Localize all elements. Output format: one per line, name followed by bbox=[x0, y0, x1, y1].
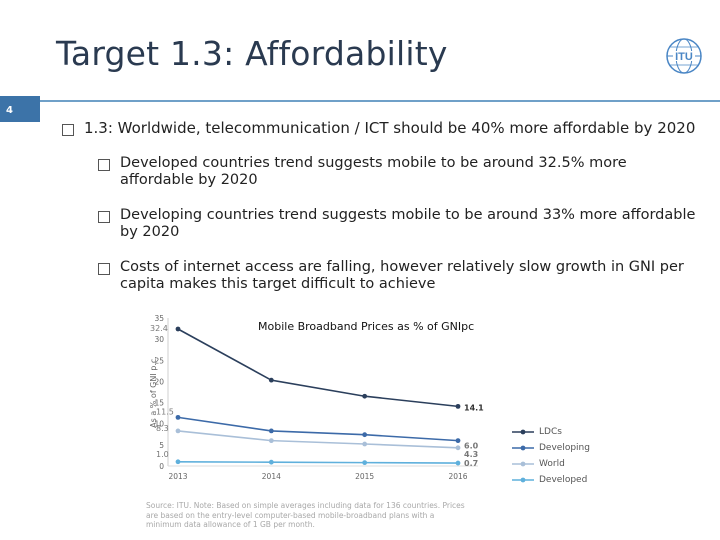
data-point-developing bbox=[362, 432, 368, 438]
data-point-world bbox=[455, 445, 461, 451]
broadband-price-chart: 0 5 10 15 20 25 30 35 As a % of GNI p.c. 2013 2014… bbox=[140, 306, 600, 540]
title-divider bbox=[40, 100, 720, 102]
bullet-box-icon bbox=[98, 211, 110, 223]
bullet-text: Developed countries trend suggests mobil… bbox=[120, 155, 627, 188]
legend-swatch-icon bbox=[512, 445, 534, 451]
data-label: 1.0 bbox=[156, 450, 169, 459]
legend-label: LDCs bbox=[539, 427, 562, 437]
bullet-text: Costs of internet access are falling, ho… bbox=[120, 259, 684, 292]
data-label: 4.3 bbox=[464, 450, 478, 459]
data-point-developing bbox=[268, 428, 274, 434]
chart-plot: 0 5 10 15 20 25 30 35 As a % of GNI p.c. 2013 2014… bbox=[149, 314, 484, 481]
bullet-box-icon bbox=[98, 159, 110, 171]
series-line-world bbox=[177, 430, 459, 449]
bullet-box-icon bbox=[62, 124, 74, 136]
data-point-developing bbox=[455, 438, 461, 444]
itu-logo: ITU bbox=[666, 38, 702, 74]
legend-swatch-icon bbox=[512, 477, 534, 483]
legend-item-ldcs: LDCs bbox=[512, 424, 590, 440]
sub-bullet-item: Costs of internet access are falling, ho… bbox=[98, 259, 698, 293]
legend-label: World bbox=[539, 459, 565, 469]
data-label: 14.1 bbox=[464, 403, 484, 412]
data-point-developed bbox=[362, 460, 368, 466]
x-tick-label: 2013 bbox=[168, 472, 187, 481]
legend-label: Developed bbox=[539, 475, 588, 485]
itu-logo-text: ITU bbox=[675, 51, 693, 63]
legend-item-developed: Developed bbox=[512, 472, 590, 488]
y-axis-label: As a % of GNI p.c. bbox=[149, 356, 158, 428]
y-tick-label: 35 bbox=[154, 314, 164, 323]
data-label: 32.4 bbox=[150, 324, 168, 333]
x-tick-label: 2015 bbox=[355, 472, 374, 481]
x-tick-label: 2016 bbox=[448, 472, 467, 481]
y-tick-label: 5 bbox=[159, 441, 164, 450]
y-tick-label: 30 bbox=[154, 335, 164, 344]
legend-swatch-icon bbox=[512, 461, 534, 467]
legend-item-developing: Developing bbox=[512, 440, 590, 456]
chart-source-note: Source: ITU. Note: Based on simple avera… bbox=[146, 501, 465, 529]
legend-swatch-icon bbox=[512, 429, 534, 435]
data-point-world bbox=[268, 438, 274, 444]
chart-title: Mobile Broadband Prices as % of GNIpc bbox=[258, 320, 475, 333]
data-point-ldcs bbox=[362, 393, 368, 399]
bullet-box-icon bbox=[98, 263, 110, 275]
bullet-text: 1.3: Worldwide, telecommunication / ICT … bbox=[84, 119, 696, 137]
data-point-developed bbox=[455, 460, 461, 466]
y-tick-label: 25 bbox=[154, 356, 164, 365]
y-tick-label: 10 bbox=[154, 420, 164, 429]
bullet-item: 1.3: Worldwide, telecommunication / ICT … bbox=[62, 120, 712, 137]
data-label: 8.3 bbox=[156, 424, 169, 433]
series-line-developed bbox=[177, 460, 459, 464]
x-tick-label: 2014 bbox=[262, 472, 281, 481]
data-point-developing bbox=[175, 414, 181, 420]
data-point-ldcs bbox=[175, 326, 181, 332]
series-line-ldcs bbox=[177, 328, 459, 408]
slide-number: 4 bbox=[0, 96, 40, 122]
sub-bullet-item: Developing countries trend suggests mobi… bbox=[98, 207, 708, 241]
series-line-developing bbox=[177, 416, 459, 442]
data-point-developed bbox=[175, 459, 181, 465]
data-label: 11.5 bbox=[156, 407, 174, 416]
legend-item-world: World bbox=[512, 456, 590, 472]
data-point-world bbox=[175, 428, 181, 434]
data-label: 0.7 bbox=[464, 459, 478, 468]
y-tick-label: 15 bbox=[154, 399, 164, 408]
data-point-ldcs bbox=[268, 377, 274, 383]
data-label: 6.0 bbox=[464, 442, 479, 451]
y-tick-label: 20 bbox=[154, 377, 164, 386]
sub-bullet-item: Developed countries trend suggests mobil… bbox=[98, 155, 658, 189]
y-tick-label: 0 bbox=[159, 462, 164, 471]
legend-label: Developing bbox=[539, 443, 590, 453]
chart-legend: LDCs Developing World Developed bbox=[512, 424, 590, 488]
data-point-world bbox=[362, 441, 368, 447]
bullet-text: Developing countries trend suggests mobi… bbox=[120, 207, 696, 240]
slide-title: Target 1.3: Affordability bbox=[56, 34, 448, 73]
data-point-ldcs bbox=[455, 403, 461, 409]
data-point-developed bbox=[268, 459, 274, 465]
